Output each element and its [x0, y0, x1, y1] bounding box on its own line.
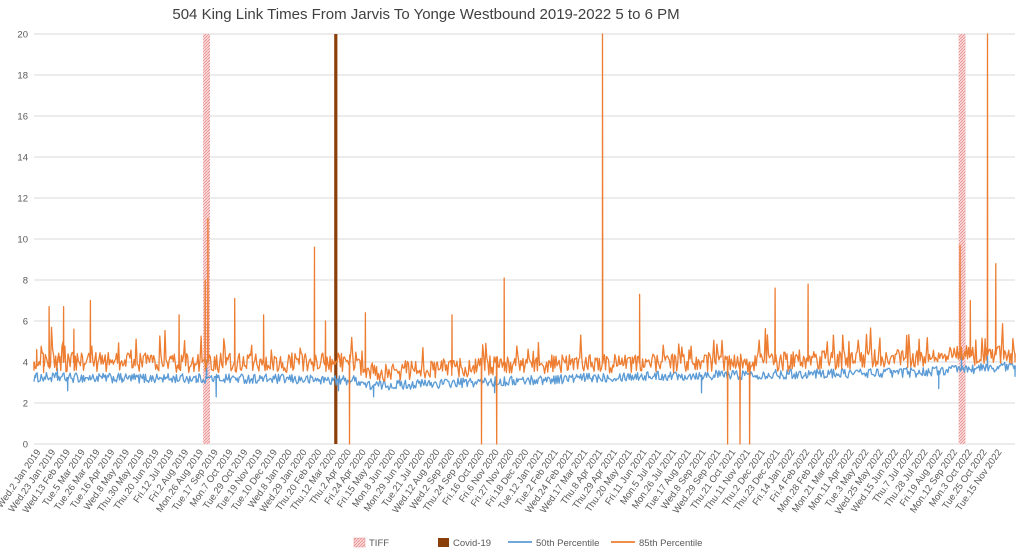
y-axis: 0 2 4 6 8 10 12 14 16 18 20 [17, 30, 28, 451]
legend-label-85th-percentile: 85th Percentile [639, 538, 702, 549]
legend-swatch-tiff [353, 537, 366, 548]
series-85th-percentile-line [33, 33, 1016, 445]
chart-title: 504 King Link Times From Jarvis To Yonge… [172, 6, 679, 23]
y-tick-label-8: 8 [23, 276, 28, 287]
y-tick-label-20: 20 [17, 30, 28, 41]
legend: TIFF Covid-19 50th Percentile 85th Percenti… [353, 537, 702, 549]
y-tick-label-0: 0 [23, 440, 28, 451]
event-markers [203, 34, 966, 444]
y-tick-label-2: 2 [23, 399, 28, 410]
tiff-period-marker [958, 34, 966, 444]
covid-19-marker [334, 34, 338, 444]
tiff-period-marker [203, 34, 210, 444]
y-tick-label-4: 4 [23, 358, 28, 369]
series-lines [33, 33, 1016, 445]
y-tick-label-14: 14 [17, 153, 28, 164]
series-50th-percentile-line [33, 346, 1016, 398]
legend-label-50th-percentile: 50th Percentile [536, 538, 599, 549]
y-tick-label-12: 12 [17, 194, 28, 205]
y-tick-label-16: 16 [17, 112, 28, 123]
y-tick-label-6: 6 [23, 317, 28, 328]
legend-label-tiff: TIFF [369, 538, 389, 549]
y-tick-label-18: 18 [17, 71, 28, 82]
legend-swatch-covid-19 [438, 538, 449, 547]
legend-label-covid-19: Covid-19 [453, 538, 491, 549]
y-tick-label-10: 10 [17, 235, 28, 246]
